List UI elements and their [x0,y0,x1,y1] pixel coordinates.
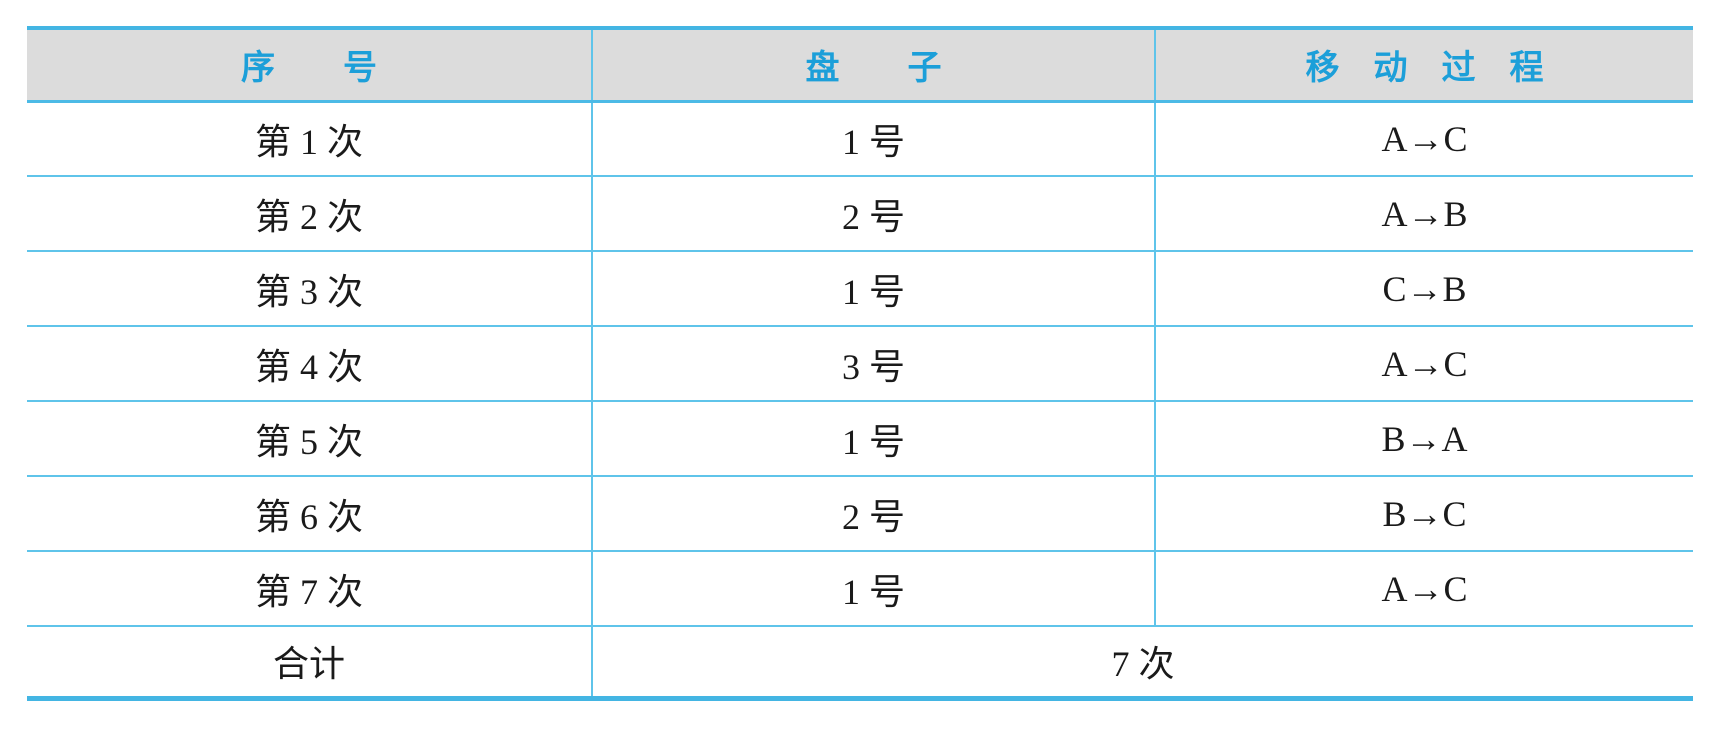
cell-disk: 1 号 [592,251,1156,326]
cell-disk: 1 号 [592,551,1156,626]
hanoi-moves-table-container: 序 号 盘 子 移 动 过 程 第 1 次 1 号 A→C 第 2 次 2 号 … [27,26,1693,701]
cell-seq: 第 5 次 [27,401,593,476]
cell-move: C→B [1382,268,1467,309]
header-cell-disk: 盘 子 [592,28,1156,103]
cell-seq: 第 4 次 [27,326,593,401]
table-row: 第 3 次 1 号 C→B [27,251,1693,326]
cell-move: A→C [1381,343,1468,384]
cell-disk: 1 号 [592,401,1156,476]
cell-disk: 2 号 [592,176,1156,251]
cell-move: B→C [1382,493,1467,534]
hanoi-moves-table: 序 号 盘 子 移 动 过 程 第 1 次 1 号 A→C 第 2 次 2 号 … [27,26,1693,701]
footer-row: 合计 7 次 [27,626,1693,698]
table-row: 第 5 次 1 号 B→A [27,401,1693,476]
table-row: 第 4 次 3 号 A→C [27,326,1693,401]
table-row: 第 7 次 1 号 A→C [27,551,1693,626]
cell-seq: 第 6 次 [27,476,593,551]
header-cell-move: 移 动 过 程 [1155,28,1693,103]
footer-value-cell: 7 次 [1111,644,1175,685]
cell-move: A→C [1381,568,1468,609]
cell-seq: 第 2 次 [27,176,593,251]
cell-move: A→B [1381,193,1468,234]
cell-disk: 2 号 [592,476,1156,551]
header-cell-seq: 序 号 [27,28,593,103]
table-row: 第 1 次 1 号 A→C [27,101,1693,176]
cell-seq: 第 3 次 [27,251,593,326]
table-row: 第 2 次 2 号 A→B [27,176,1693,251]
header-row: 序 号 盘 子 移 动 过 程 [27,28,1693,103]
table-row: 第 6 次 2 号 B→C [27,476,1693,551]
cell-disk: 3 号 [592,326,1156,401]
cell-move: A→C [1381,118,1468,159]
cell-seq: 第 7 次 [27,551,593,626]
cell-disk: 1 号 [592,101,1156,176]
cell-move: B→A [1381,418,1468,459]
footer-label-cell: 合计 [27,626,593,698]
cell-seq: 第 1 次 [27,101,593,176]
